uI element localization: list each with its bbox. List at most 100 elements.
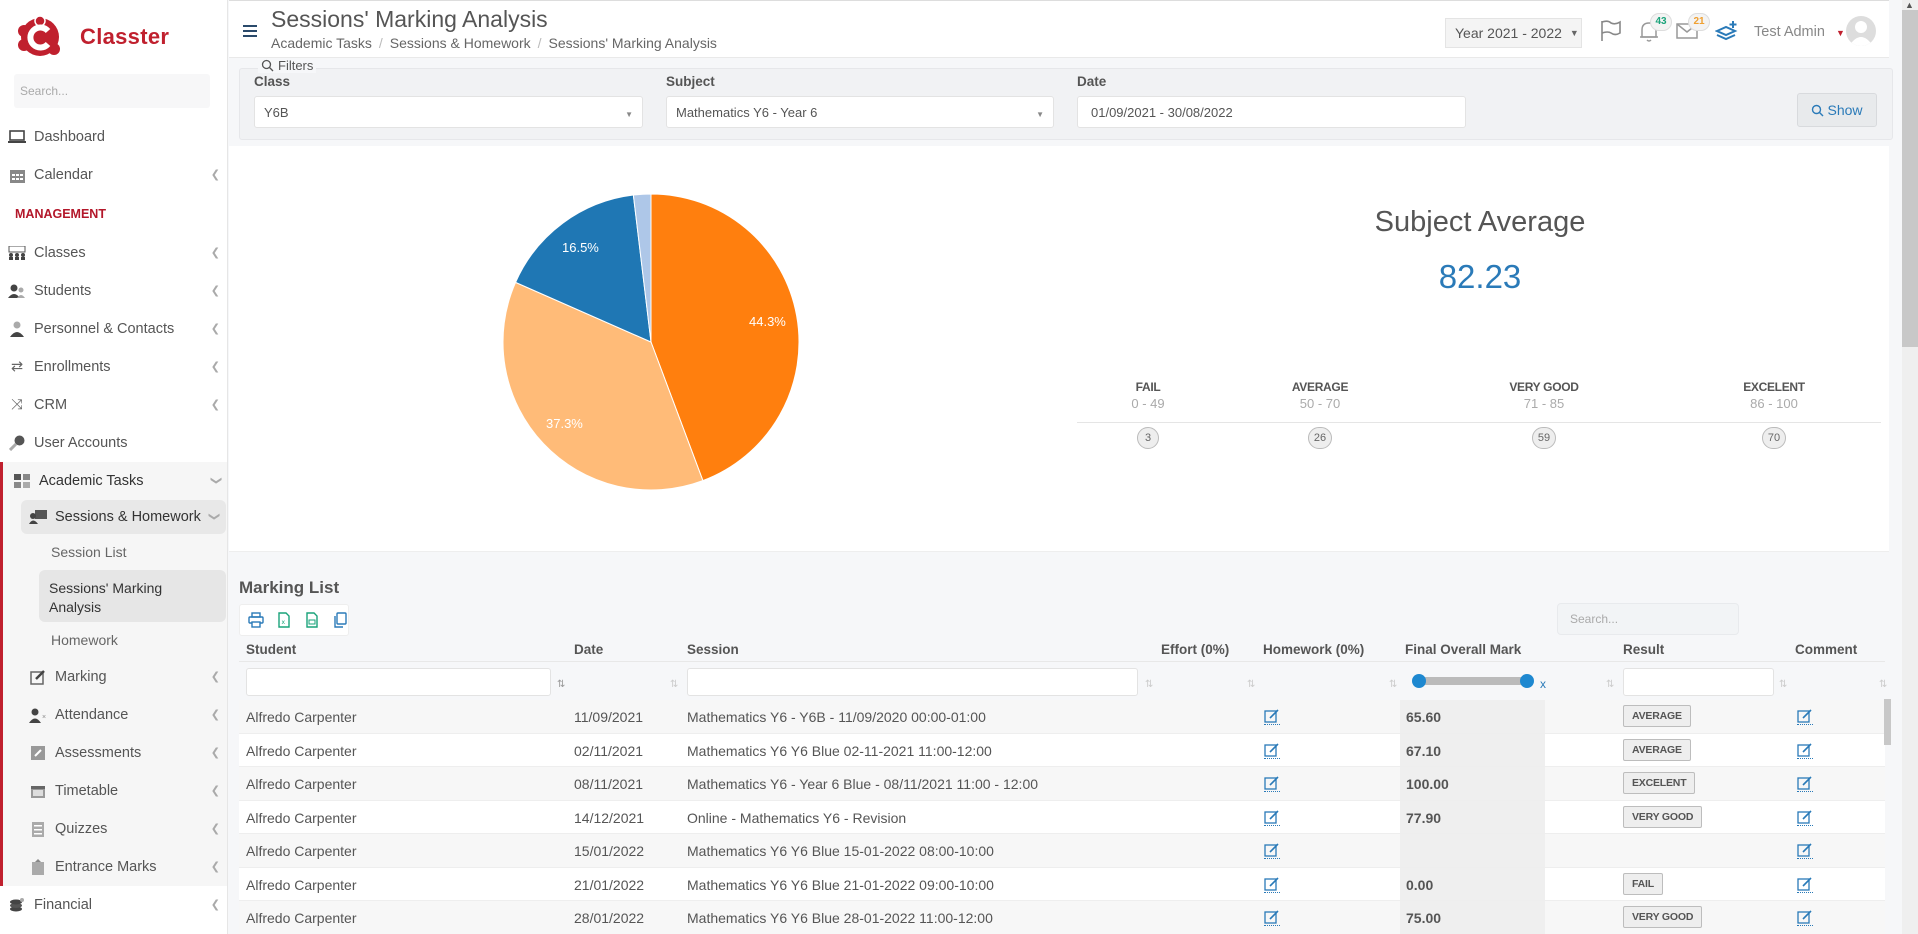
student-filter-input[interactable]	[246, 668, 551, 696]
class-select[interactable]: Y6B ▼	[254, 96, 643, 128]
column-header-result[interactable]: Result	[1623, 642, 1665, 657]
sidebar-item-calendar[interactable]: Calendar ❮	[0, 156, 227, 194]
sidebar-item-entrance-marks[interactable]: Entrance Marks ❮	[21, 848, 227, 886]
sidebar-item-quizzes[interactable]: Quizzes ❮	[21, 810, 227, 848]
marking-list-search-input[interactable]	[1557, 603, 1739, 635]
show-button[interactable]: Show	[1797, 93, 1877, 127]
sidebar-item-homework[interactable]: Homework	[51, 632, 118, 648]
comment-edit-icon[interactable]	[1797, 775, 1813, 792]
caret-down-icon[interactable]: ▼	[1836, 28, 1845, 38]
layers-add-icon[interactable]	[1714, 19, 1741, 45]
page-scrollbar[interactable]: ▲	[1902, 0, 1918, 934]
sidebar-item-crm[interactable]: ⤨ CRM ❮	[0, 386, 227, 424]
grade-range: 86 - 100	[1750, 396, 1798, 411]
table-row[interactable]: Alfredo Carpenter 21/01/2022 Mathematics…	[239, 867, 1885, 901]
caret-down-icon: ▼	[1036, 110, 1044, 119]
sidebar-item-students[interactable]: Students ❮	[0, 272, 227, 310]
year-select[interactable]: Year 2021 - 2022 ▼	[1445, 18, 1582, 48]
homework-edit-icon[interactable]	[1264, 876, 1280, 893]
sidebar-item-session-list[interactable]: Session List	[51, 544, 127, 560]
sidebar-item-enrollments[interactable]: ⇄ Enrollments ❮	[0, 348, 227, 386]
print-icon[interactable]	[248, 612, 264, 628]
date-range-input[interactable]: 01/09/2021 - 30/08/2022	[1077, 96, 1466, 128]
comment-edit-icon[interactable]	[1797, 842, 1813, 859]
sidebar-item-personnel-contacts[interactable]: Personnel & Contacts ❮	[0, 310, 227, 348]
sidebar-item-dashboard[interactable]: Dashboard	[0, 118, 227, 156]
column-header-student[interactable]: Student	[246, 642, 297, 657]
clear-slider-button[interactable]: x	[1540, 677, 1546, 691]
column-header-effort[interactable]: Effort (0%)	[1161, 642, 1230, 657]
shuffle-icon: ⤨	[11, 397, 23, 413]
homework-edit-icon[interactable]	[1264, 708, 1280, 725]
pie-slice[interactable]	[632, 193, 652, 343]
notifications-bell-icon[interactable]: 43	[1638, 13, 1672, 45]
excel-icon[interactable]: x	[276, 612, 292, 628]
sort-icon[interactable]: ⇅	[1145, 679, 1154, 690]
column-header-session[interactable]: Session	[687, 642, 739, 657]
sidebar-item-academic-tasks[interactable]: Academic Tasks ❮	[3, 462, 227, 500]
sidebar-item-sessions-homework[interactable]: Sessions & Homework ❮	[21, 500, 226, 534]
sidebar-search-input[interactable]	[14, 74, 210, 108]
slider-handle-min[interactable]	[1412, 674, 1426, 688]
column-header-final-mark[interactable]: Final Overall Mark	[1405, 642, 1522, 657]
sort-icon[interactable]: ⇅	[670, 679, 679, 690]
pie-slice[interactable]	[650, 193, 800, 482]
sort-icon[interactable]: ⇅	[1389, 679, 1398, 690]
sidebar-item-assessments[interactable]: Assessments ❮	[21, 734, 227, 772]
export-toolbar: x	[239, 604, 349, 636]
result-filter-input[interactable]	[1623, 668, 1774, 696]
column-header-comment[interactable]: Comment	[1795, 642, 1858, 657]
user-name[interactable]: Test Admin	[1754, 24, 1825, 40]
comment-edit-icon[interactable]	[1797, 708, 1813, 725]
sidebar-item-user-accounts[interactable]: User Accounts	[0, 424, 227, 462]
table-row[interactable]: Alfredo Carpenter 08/11/2021 Mathematics…	[239, 767, 1885, 801]
comment-edit-icon[interactable]	[1797, 809, 1813, 826]
homework-edit-icon[interactable]	[1264, 809, 1280, 826]
table-row[interactable]: Alfredo Carpenter 14/12/2021 Online - Ma…	[239, 800, 1885, 834]
sidebar-item-financial[interactable]: Financial ❮	[0, 886, 227, 924]
sort-icon[interactable]: ⇅	[1606, 679, 1615, 690]
breadcrumb-item[interactable]: Academic Tasks	[271, 35, 372, 51]
csv-icon[interactable]	[304, 612, 320, 628]
menu-toggle-icon[interactable]	[243, 25, 257, 37]
messages-envelope-icon[interactable]: 21	[1676, 13, 1710, 45]
sort-icon[interactable]: ⇅	[1247, 679, 1256, 690]
table-row[interactable]: Alfredo Carpenter 15/01/2022 Mathematics…	[239, 834, 1885, 868]
sidebar-item-sessions-marking-analysis[interactable]: Sessions' Marking Analysis	[39, 570, 226, 622]
column-header-homework[interactable]: Homework (0%)	[1263, 642, 1365, 657]
brand-logo[interactable]: Classter	[18, 12, 169, 62]
comment-edit-icon[interactable]	[1797, 876, 1813, 893]
scroll-up-icon[interactable]: ▲	[1905, 0, 1914, 10]
slider-handle-max[interactable]	[1520, 674, 1534, 688]
comment-edit-icon[interactable]	[1797, 909, 1813, 926]
column-header-date[interactable]: Date	[574, 642, 604, 657]
sidebar-item-marking[interactable]: Marking ❮	[21, 658, 227, 696]
sidebar-item-timetable[interactable]: Timetable ❮	[21, 772, 227, 810]
avatar[interactable]	[1846, 16, 1876, 46]
teacher-board-icon	[29, 509, 47, 525]
homework-edit-icon[interactable]	[1264, 775, 1280, 792]
final-mark-range-slider[interactable]	[1412, 674, 1534, 688]
chevron-left-icon: ❮	[210, 247, 220, 259]
breadcrumb-item[interactable]: Sessions & Homework	[389, 35, 531, 51]
sort-icon[interactable]: ⇅	[1779, 679, 1788, 690]
homework-edit-icon[interactable]	[1264, 742, 1280, 759]
session-filter-input[interactable]	[687, 668, 1138, 696]
sidebar-item-classes[interactable]: Classes ❮	[0, 234, 227, 272]
copy-icon[interactable]	[332, 612, 348, 628]
comment-edit-icon[interactable]	[1797, 742, 1813, 759]
homework-edit-icon[interactable]	[1264, 909, 1280, 926]
flag-icon[interactable]	[1598, 19, 1624, 45]
homework-edit-icon[interactable]	[1264, 842, 1280, 859]
sort-asc-icon[interactable]: ⇅	[557, 679, 566, 690]
pie-slice[interactable]	[514, 194, 652, 343]
pie-slice[interactable]	[502, 281, 704, 491]
sidebar-item-attendance[interactable]: × Attendance ❮	[21, 696, 227, 734]
table-row[interactable]: Alfredo Carpenter 02/11/2021 Mathematics…	[239, 733, 1885, 767]
scrollbar-thumb[interactable]	[1902, 10, 1918, 347]
sort-icon[interactable]: ⇅	[1879, 679, 1888, 690]
subject-select[interactable]: Mathematics Y6 - Year 6 ▼	[666, 96, 1054, 128]
table-row[interactable]: Alfredo Carpenter 11/09/2021 Mathematics…	[239, 700, 1885, 734]
table-row[interactable]: Alfredo Carpenter 28/01/2022 Mathematics…	[239, 901, 1885, 934]
table-scrollbar-thumb[interactable]	[1884, 699, 1891, 745]
